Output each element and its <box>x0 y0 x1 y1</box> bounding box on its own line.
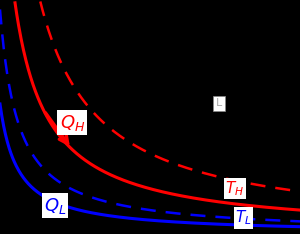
Text: L: L <box>216 98 222 108</box>
Text: $T_H$: $T_H$ <box>226 179 244 198</box>
Text: $Q_L$: $Q_L$ <box>44 196 66 216</box>
Text: $T_L$: $T_L$ <box>236 208 252 227</box>
Text: $Q_H$: $Q_H$ <box>60 113 85 133</box>
